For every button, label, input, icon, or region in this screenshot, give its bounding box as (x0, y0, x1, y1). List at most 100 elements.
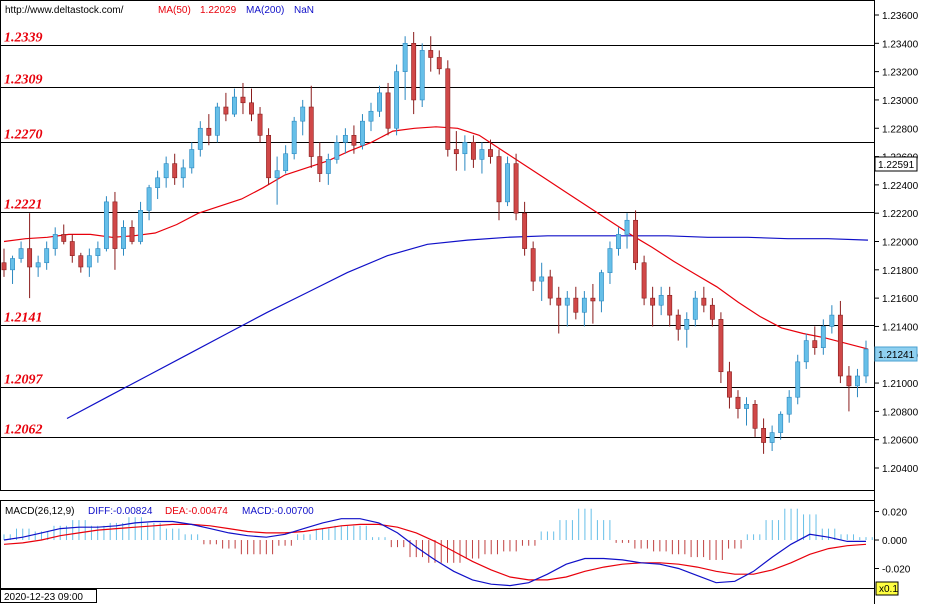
macd-indicator (3, 508, 873, 587)
upper-price-tag: 1.22591 (878, 160, 915, 171)
candle-body (402, 43, 408, 72)
candle-body (547, 276, 553, 299)
candle-body (342, 135, 348, 143)
macd-tick-label: 0.000 (882, 536, 907, 547)
candle-body (1, 262, 7, 271)
candle-body (453, 149, 459, 155)
candle-body (308, 106, 314, 157)
candle-body (112, 201, 118, 249)
candle-body (266, 135, 272, 179)
candle-body (863, 348, 869, 377)
candle-body (470, 142, 476, 160)
candle-body (146, 187, 152, 211)
candle-body (18, 248, 24, 259)
candle-body (95, 248, 101, 256)
macd-diff-line (3, 518, 866, 587)
level-label: 1.2339 (4, 31, 43, 46)
level-label: 1.2221 (4, 198, 43, 213)
price-tick-label: 1.23400 (882, 39, 919, 50)
price-tick-label: 1.23000 (882, 96, 919, 107)
candle-body (812, 340, 818, 348)
candle-body (488, 149, 493, 157)
upper-price-tag-box (874, 156, 918, 172)
macd-dea-label: DEA:-0.00474 (165, 506, 228, 517)
macd-dea-line (3, 523, 867, 581)
zoom-indicator[interactable]: x0.1 (879, 584, 898, 595)
ma200-value: NaN (294, 5, 314, 16)
candle-body (505, 163, 510, 203)
candle-body (368, 110, 374, 122)
candle-body (607, 248, 613, 273)
candle-body (300, 106, 306, 122)
macd-axis: 0.020 0.000 -0.020 (874, 508, 911, 575)
candle-body (351, 135, 357, 146)
candle-body (820, 326, 826, 348)
level-label: 1.2097 (4, 373, 44, 388)
candle-body (103, 201, 109, 249)
candle-body (616, 234, 621, 249)
candle-body (274, 170, 280, 179)
candle-body (479, 149, 485, 160)
macd-tick-label: -0.020 (882, 564, 911, 575)
ma200-polyline (66, 235, 869, 420)
candle-body (633, 219, 638, 264)
candle-body (752, 403, 758, 429)
candle-body (436, 57, 442, 70)
candle-body (377, 92, 382, 112)
ma200-line (66, 235, 869, 420)
candle-body (718, 319, 724, 373)
candle-body (539, 276, 545, 282)
support-resistance-levels: 1.2339 1.2309 1.2270 1.2221 1.2141 1.2097 1.20… (1, 31, 874, 438)
candle-body (650, 297, 656, 306)
candle-body (675, 314, 681, 330)
candle-body (385, 92, 391, 129)
price-tick-label: 1.20600 (882, 436, 919, 447)
macd-value-label: MACD:-0.00700 (242, 506, 314, 517)
candle-body (411, 43, 417, 101)
candle-body (701, 297, 707, 306)
price-tick-label: 1.23600 (882, 11, 919, 22)
candle-body (52, 234, 58, 249)
price-pane-frame (0, 0, 875, 491)
candle-body (744, 403, 749, 409)
candle-body (735, 396, 741, 409)
candle-body (855, 375, 860, 387)
candle-body (27, 248, 33, 268)
price-tick-label: 1.22200 (882, 209, 919, 220)
zoom-indicator-box[interactable] (875, 581, 899, 596)
level-label: 1.2270 (4, 128, 43, 143)
candle-body (44, 248, 50, 264)
candle-body (684, 319, 690, 330)
candle-body (795, 361, 801, 398)
price-tick-label: 1.22000 (882, 238, 919, 249)
current-price-tag-box (874, 346, 918, 362)
candle-body (522, 212, 528, 249)
candle-body (761, 428, 767, 443)
candle-body (163, 163, 169, 179)
candle-body (317, 156, 323, 174)
candle-body (129, 227, 135, 242)
candle-body (564, 297, 570, 306)
candle-body (709, 304, 715, 320)
ma50-label: MA(50) (158, 5, 191, 16)
candle-body (78, 255, 84, 268)
candle-body (257, 113, 263, 136)
macd-title: MACD(26,12,9) (5, 506, 74, 517)
candle-body (223, 106, 229, 115)
candle-body (769, 432, 775, 443)
price-tick-label: 1.22400 (882, 181, 919, 192)
candle-body (189, 149, 195, 169)
candle-body (334, 142, 340, 160)
candle-body (829, 314, 835, 327)
candle-body (624, 219, 630, 235)
price-tick-label: 1.23200 (882, 68, 919, 79)
candle-body (445, 68, 451, 150)
candle-body (155, 177, 161, 189)
level-label: 1.2062 (4, 423, 43, 438)
candle-body (10, 258, 15, 271)
price-tick-label: 1.21000 (882, 379, 919, 390)
candle-body (214, 106, 220, 136)
candle-body (138, 210, 143, 242)
macd-diff-label: DIFF:-0.00824 (88, 506, 153, 517)
